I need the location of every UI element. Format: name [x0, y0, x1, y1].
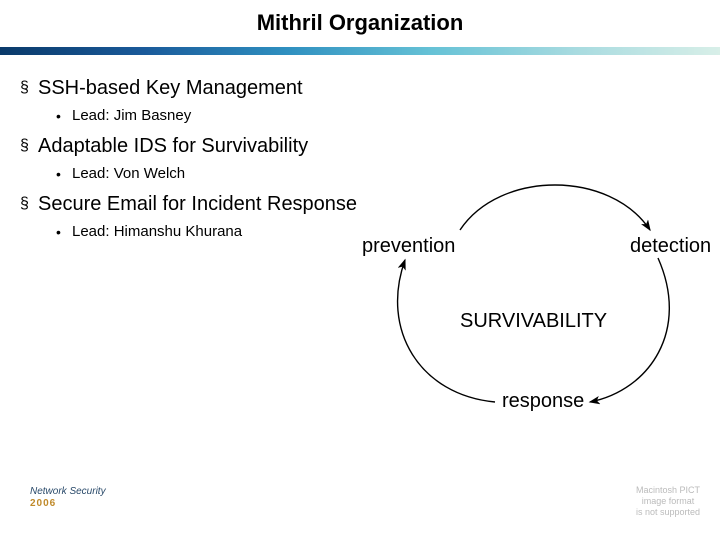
bullet-item: § Adaptable IDS for Survivability [20, 134, 700, 158]
footnote-line: is not supported [636, 507, 700, 518]
footnote-line: Macintosh PICT [636, 485, 700, 496]
bullet-text: Lead: Von Welch [72, 164, 185, 184]
diagram-label-prevention: prevention [362, 235, 455, 258]
logo-line2: 2006 [30, 498, 106, 510]
separator-bar-svg [0, 47, 720, 55]
diagram-label-response: response [502, 390, 584, 413]
pict-footnote: Macintosh PICT image format is not suppo… [636, 485, 700, 518]
logo-line1: Network Security [30, 486, 106, 498]
bullet-item: • Lead: Jim Basney [56, 106, 700, 126]
bullet-text: SSH-based Key Management [38, 76, 303, 100]
bullet-marker: • [56, 164, 72, 184]
separator-bar [0, 42, 720, 50]
diagram-label-detection: detection [630, 235, 711, 258]
slide-title: Mithril Organization [0, 10, 720, 36]
bullet-marker: • [56, 106, 72, 126]
footer-logo: Network Security 2006 [30, 486, 106, 510]
bullet-text: Secure Email for Incident Response [38, 192, 357, 216]
bullet-marker: § [20, 76, 38, 100]
survivability-diagram: prevention detection SURVIVABILITY respo… [350, 180, 710, 440]
footnote-line: image format [636, 496, 700, 507]
bullet-text: Lead: Jim Basney [72, 106, 191, 126]
arrow-prevention-detection [460, 185, 650, 230]
bullet-marker: § [20, 134, 38, 158]
bullet-text: Adaptable IDS for Survivability [38, 134, 308, 158]
bullet-text: Lead: Himanshu Khurana [72, 222, 242, 242]
bullet-marker: • [56, 222, 72, 242]
slide: Mithril Organization § SSH-based Key Man… [0, 0, 720, 540]
bullet-item: § SSH-based Key Management [20, 76, 700, 100]
bullet-marker: § [20, 192, 38, 216]
diagram-label-center: SURVIVABILITY [460, 310, 607, 333]
